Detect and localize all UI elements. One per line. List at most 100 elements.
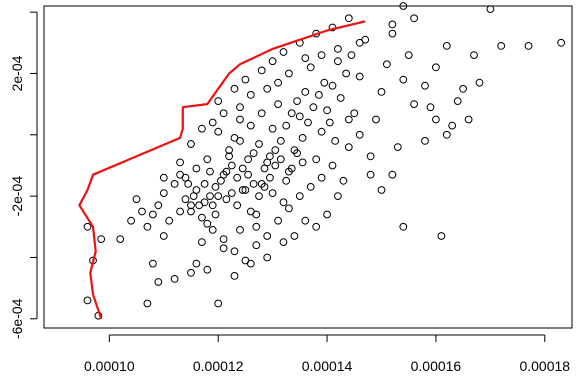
data-point: [257, 109, 266, 118]
data-point: [377, 186, 386, 194]
data-point: [230, 84, 239, 93]
data-point: [293, 149, 302, 158]
data-point: [255, 140, 263, 148]
data-point: [295, 112, 304, 121]
data-point: [306, 183, 315, 191]
data-point: [214, 192, 223, 201]
data-point: [459, 84, 468, 93]
data-point: [355, 72, 364, 81]
y-tick-label: 2e-04: [9, 55, 25, 91]
data-point: [317, 51, 326, 59]
data-point: [203, 265, 212, 274]
data-point: [276, 137, 285, 145]
data-point: [334, 192, 342, 201]
data-point: [432, 63, 440, 72]
data-point: [274, 216, 283, 225]
data-point: [475, 78, 484, 87]
data-point: [198, 238, 206, 247]
data-point: [271, 161, 280, 170]
data-point: [236, 137, 244, 145]
data-point: [143, 222, 152, 231]
data-point: [279, 198, 288, 207]
data-point: [453, 97, 462, 105]
data-point: [271, 146, 280, 155]
data-point: [176, 158, 185, 167]
data-point: [323, 210, 332, 219]
data-point: [282, 121, 291, 130]
data-point: [304, 118, 312, 127]
data-point: [83, 222, 92, 231]
data-point: [236, 226, 244, 234]
data-point: [266, 173, 274, 182]
data-point: [214, 97, 223, 105]
data-point: [276, 155, 285, 164]
data-point: [159, 189, 168, 198]
data-point: [399, 75, 408, 84]
data-point: [298, 134, 307, 142]
data-point: [372, 115, 380, 124]
data-point: [524, 42, 533, 50]
data-point: [252, 210, 261, 219]
data-point: [227, 161, 236, 170]
data-point: [208, 118, 217, 127]
data-point: [206, 167, 214, 176]
data-point: [399, 222, 408, 231]
data-point: [249, 180, 258, 188]
data-point: [309, 103, 318, 112]
data-point: [127, 216, 136, 225]
data-point: [295, 192, 304, 201]
data-point: [189, 192, 198, 201]
data-point: [143, 299, 152, 308]
data-point: [301, 216, 310, 225]
data-point: [219, 109, 228, 118]
data-point: [274, 100, 283, 108]
data-point: [225, 146, 234, 155]
data-point: [279, 238, 288, 247]
data-point: [206, 192, 214, 201]
data-point: [83, 296, 92, 305]
data-point: [388, 170, 397, 179]
data-point: [203, 155, 212, 164]
data-point: [181, 195, 190, 204]
data-point: [404, 51, 413, 59]
data-point: [192, 259, 201, 268]
data-point: [208, 201, 217, 210]
data-point: [279, 48, 288, 56]
data-point: [421, 137, 429, 145]
data-point: [315, 91, 323, 99]
data-point: [366, 170, 375, 179]
data-point: [165, 216, 174, 225]
data-point: [312, 222, 321, 231]
data-point: [388, 29, 397, 38]
data-point: [230, 272, 239, 280]
data-point: [200, 180, 209, 188]
x-tick-label: 0.00012: [193, 358, 244, 374]
data-point: [344, 115, 353, 124]
data-point: [325, 118, 334, 127]
data-point: [97, 235, 106, 244]
data-point: [290, 232, 299, 240]
data-point: [399, 2, 408, 10]
data-point: [154, 201, 163, 210]
x-axis: 0.00010 0.00012 0.00014 0.00016 0.00018: [84, 334, 570, 374]
data-point: [255, 192, 263, 201]
data-point: [192, 164, 201, 173]
data-point: [238, 164, 247, 173]
data-point: [252, 241, 261, 250]
data-point: [159, 232, 168, 240]
data-point: [116, 235, 125, 244]
data-point: [331, 137, 340, 145]
data-point: [293, 97, 302, 105]
data-point: [266, 152, 274, 161]
data-point: [217, 176, 225, 185]
data-point: [244, 170, 253, 179]
data-point: [344, 143, 353, 152]
data-point: [198, 213, 206, 222]
data-point: [233, 201, 242, 210]
data-point: [377, 88, 386, 96]
data-point: [470, 51, 478, 59]
data-point: [285, 69, 293, 78]
data-point: [388, 20, 397, 29]
data-point: [222, 167, 231, 176]
data-point: [225, 152, 234, 161]
